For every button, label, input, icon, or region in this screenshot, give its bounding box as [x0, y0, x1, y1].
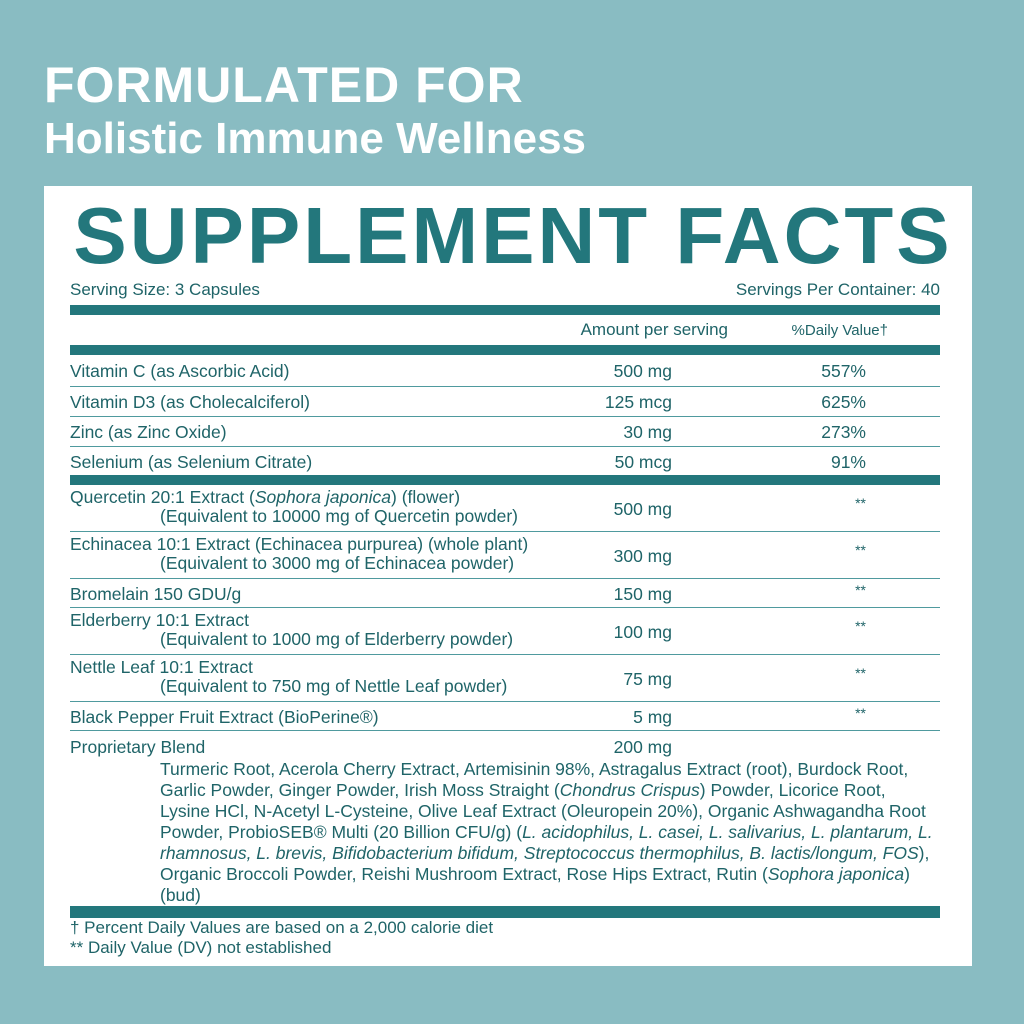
ingredient-row: Nettle Leaf 10:1 Extract (Equivalent to 7… [70, 655, 940, 702]
daily-value: ** [855, 618, 866, 634]
amount: 75 mg [623, 669, 672, 689]
ingredient-detail: (Equivalent to 10000 mg of Quercetin pow… [160, 506, 518, 526]
facts-title: SUPPLEMENT FACTS [73, 191, 953, 280]
ingredient-name: Bromelain 150 GDU/g [70, 584, 242, 604]
text-segment: Chondrus Crispus [559, 780, 700, 800]
divider [70, 305, 940, 315]
amount: 150 mg [613, 584, 672, 604]
daily-value: ** [855, 495, 866, 511]
daily-value: ** [855, 582, 866, 598]
subheadline: Holistic Immune Wellness [44, 114, 587, 163]
nutrient-row: Selenium (as Selenium Citrate) 50 mcg 91% [70, 447, 940, 475]
rows: Vitamin C (as Ascorbic Acid) 500 mg 557% Vi… [70, 356, 940, 918]
nutrient-name: Selenium (as Selenium Citrate) [70, 452, 313, 472]
nutrient-row: Vitamin C (as Ascorbic Acid) 500 mg 557% [70, 356, 940, 387]
ingredient-row: Quercetin 20:1 Extract (Sophora japonica… [70, 485, 940, 532]
nutrient-row: Zinc (as Zinc Oxide) 30 mg 273% [70, 417, 940, 447]
divider [70, 345, 940, 355]
text-segment: Turmeric Root, Acerola Cherry Extract, A… [160, 759, 909, 800]
ingredient-detail: (Equivalent to 1000 mg of Elderberry pow… [160, 629, 514, 649]
nutrient-name: Zinc (as Zinc Oxide) [70, 422, 227, 442]
blend-name: Proprietary Blend [70, 737, 206, 757]
serving-size: Serving Size: 3 Capsules [70, 280, 260, 299]
facts-panel: SUPPLEMENT FACTS Serving Size: 3 Capsule… [44, 186, 972, 966]
servings-per-container: Servings Per Container: 40 [735, 280, 940, 299]
text-segment: Sophora japonica [767, 864, 905, 884]
nutrient-name: Vitamin C (as Ascorbic Acid) [70, 361, 290, 381]
daily-value: ** [855, 542, 866, 558]
ingredient-name: Nettle Leaf 10:1 Extract [70, 657, 253, 677]
footnote: † Percent Daily Values are based on a 2,… [70, 918, 494, 937]
divider [70, 475, 940, 485]
daily-value: 625% [821, 392, 866, 412]
ingredient-row: Echinacea 10:1 Extract (Echinacea purpur… [70, 532, 940, 579]
column-header: Amount per serving [580, 320, 728, 339]
text-segment: ) (flower) [391, 487, 461, 507]
amount: 5 mg [633, 707, 672, 727]
amount: 500 mg [613, 361, 672, 381]
blend-row: Proprietary Blend 200 mg Turmeric Root, Ac… [70, 731, 940, 906]
ingredient-name: Elderberry 10:1 Extract [70, 610, 249, 630]
ingredient-detail: (Equivalent to 750 mg of Nettle Leaf pow… [160, 676, 508, 696]
amount: 125 mcg [604, 392, 672, 412]
amount: 100 mg [613, 622, 672, 642]
blend-ingredients: Turmeric Root, Acerola Cherry Extract, A… [160, 759, 940, 906]
amount: 300 mg [613, 546, 672, 566]
amount: 200 mg [613, 737, 672, 757]
headline: FORMULATED FOR [44, 57, 524, 113]
text-segment: ) Powder, Licorice Root, Lysine HCl, N-A… [160, 780, 926, 842]
daily-value: 91% [830, 452, 866, 472]
column-header: %Daily Value† [791, 322, 888, 339]
text-segment: ) (bud) [160, 864, 910, 905]
daily-value: 273% [821, 422, 866, 442]
nutrient-name: Vitamin D3 (as Cholecalciferol) [70, 392, 310, 412]
ingredient-row: Bromelain 150 GDU/g 150 mg ** [70, 579, 940, 608]
ingredient-name: Echinacea 10:1 Extract (Echinacea purpur… [70, 534, 529, 554]
nutrient-row: Vitamin D3 (as Cholecalciferol) 125 mcg 62… [70, 387, 940, 417]
text-segment: L. acidophilus, L. casei, L. salivarius,… [160, 822, 933, 863]
ingredient-row: Black Pepper Fruit Extract (BioPerine®) 5… [70, 702, 940, 731]
amount: 50 mcg [614, 452, 672, 472]
text-segment: Sophora japonica [254, 487, 392, 507]
footnote: ** Daily Value (DV) not established [70, 938, 332, 957]
text-segment: Quercetin 20:1 Extract ( [70, 487, 255, 507]
text-segment: ), Organic Broccoli Powder, Reishi Mushr… [160, 843, 930, 884]
ingredient-name: Quercetin 20:1 Extract (Sophora japonica… [70, 487, 460, 508]
daily-value: ** [855, 705, 866, 721]
amount: 500 mg [613, 499, 672, 519]
daily-value: ** [855, 665, 866, 681]
daily-value: 557% [821, 361, 866, 381]
amount: 30 mg [623, 422, 672, 442]
divider [70, 906, 940, 918]
ingredient-name: Black Pepper Fruit Extract (BioPerine®) [70, 707, 379, 727]
ingredient-detail: (Equivalent to 3000 mg of Echinacea powd… [160, 553, 515, 573]
ingredient-row: Elderberry 10:1 Extract (Equivalent to 10… [70, 608, 940, 655]
